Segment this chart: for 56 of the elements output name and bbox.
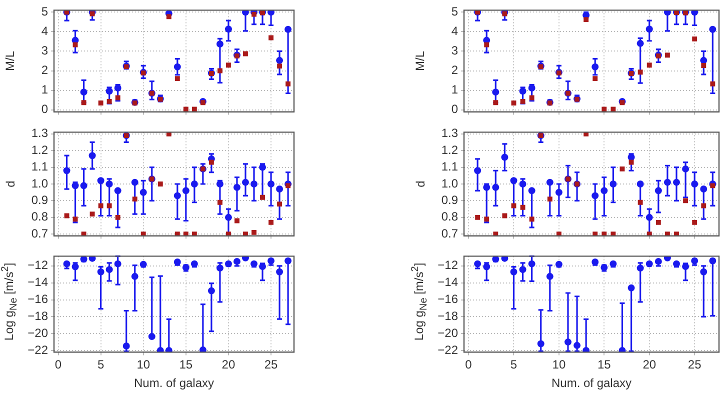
x-tick-label: 0 [54,358,62,372]
y-tick-label: −22 [28,342,48,357]
y-tick-label: 4 [41,24,48,38]
y-tick-label: 1.2 [31,142,48,157]
y-tick-label: −18 [28,308,48,323]
x-tick-label: 15 [597,358,612,372]
y-tick-label: 1.1 [31,160,48,174]
y-tick-label: 2 [451,63,458,78]
y-tick-label: 3 [41,44,48,58]
y-tick-label: 1.0 [441,176,458,190]
x-tick-label: 10 [136,358,150,372]
x-tick-label: 20 [642,358,656,372]
y-tick-label: −20 [438,326,458,340]
y-tick-label: −20 [28,326,48,340]
y-tick-label: −12 [28,258,48,272]
y-tick-label: 1 [41,82,48,97]
y-tick-label: 1.2 [441,142,458,157]
x-axis-title: Num. of galaxy [551,376,632,390]
x-tick-label: 5 [97,358,104,372]
y-tick-label: −18 [438,308,458,323]
y-axis-title: d [3,180,17,188]
y-tick-label: 0.9 [441,193,458,208]
x-tick-label: 15 [179,358,193,372]
y-tick-label: 5 [451,4,458,18]
x-tick-label: 25 [688,358,702,372]
y-tick-label: −14 [28,275,48,290]
y-tick-label: 1.3 [31,126,48,140]
y-tick-label: 3 [451,44,458,58]
y-tick-label: 0.7 [31,226,48,240]
y-tick-label: −22 [438,342,458,357]
x-tick-label: 10 [552,358,566,372]
x-axis-title: Num. of galaxy [134,376,214,390]
y-axis-title: M/L [413,50,428,72]
y-tick-label: 1 [451,82,458,97]
y-tick-label: 0.7 [441,226,458,240]
y-tick-label: −14 [438,275,458,290]
y-axis-title: M/L [3,50,18,72]
y-axis-title: d [413,180,427,188]
x-tick-label: 0 [465,358,472,372]
y-tick-label: 0.8 [31,210,48,224]
y-tick-label: −12 [438,258,458,272]
y-tick-label: 0.8 [441,210,458,224]
y-tick-label: 1.0 [31,176,48,190]
y-tick-label: −16 [438,292,458,306]
y-tick-label: 1.1 [441,160,458,174]
y-tick-label: 0.9 [31,193,48,208]
y-tick-label: 0 [41,102,48,116]
x-tick-label: 5 [510,358,518,372]
y-tick-label: 5 [41,4,48,18]
y-tick-label: 1.3 [441,126,458,140]
x-tick-label: 20 [222,358,236,372]
y-tick-label: 2 [41,63,48,78]
y-tick-label: 0 [451,102,458,116]
y-tick-label: 4 [451,24,458,38]
x-tick-label: 25 [264,358,278,372]
y-tick-label: −16 [28,292,48,306]
